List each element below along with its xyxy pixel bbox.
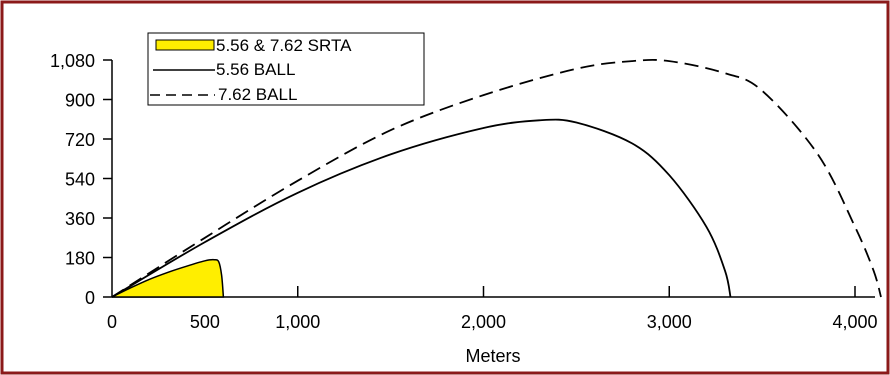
ball-556-line — [111, 118, 732, 298]
y-tick-label: 0 — [85, 288, 95, 308]
x-axis-label: Meters — [465, 346, 520, 366]
y-tick-label: 720 — [65, 130, 95, 150]
legend-label-556: 5.56 BALL — [216, 60, 295, 79]
ball-762-line — [111, 58, 882, 298]
y-tick-label: 540 — [65, 170, 95, 190]
legend: 5.56 & 7.62 SRTA 5.56 BALL 7.62 BALL — [147, 32, 425, 106]
legend-label-762: 7.62 BALL — [218, 85, 297, 104]
y-tick-label: 900 — [65, 91, 95, 111]
x-tick-label: 3,000 — [647, 312, 692, 332]
plot-area — [111, 58, 882, 298]
x-axis-ticks: 0 500 1,000 2,000 3,000 4,000 — [107, 286, 878, 332]
y-tick-label: 180 — [65, 249, 95, 269]
x-tick-label: 2,000 — [461, 312, 506, 332]
y-tick-label: 360 — [65, 209, 95, 229]
legend-swatch-srta — [155, 39, 215, 51]
srta-area — [111, 258, 225, 298]
x-tick-label: 1,000 — [275, 312, 320, 332]
y-tick-label: 1,080 — [50, 51, 95, 71]
legend-label-srta: 5.56 & 7.62 SRTA — [216, 36, 352, 55]
x-tick-label: 0 — [107, 312, 117, 332]
x-tick-label: 4,000 — [832, 312, 877, 332]
y-axis-ticks: 0 180 360 540 720 900 1,080 — [50, 51, 112, 308]
x-tick-label: 500 — [190, 312, 220, 332]
